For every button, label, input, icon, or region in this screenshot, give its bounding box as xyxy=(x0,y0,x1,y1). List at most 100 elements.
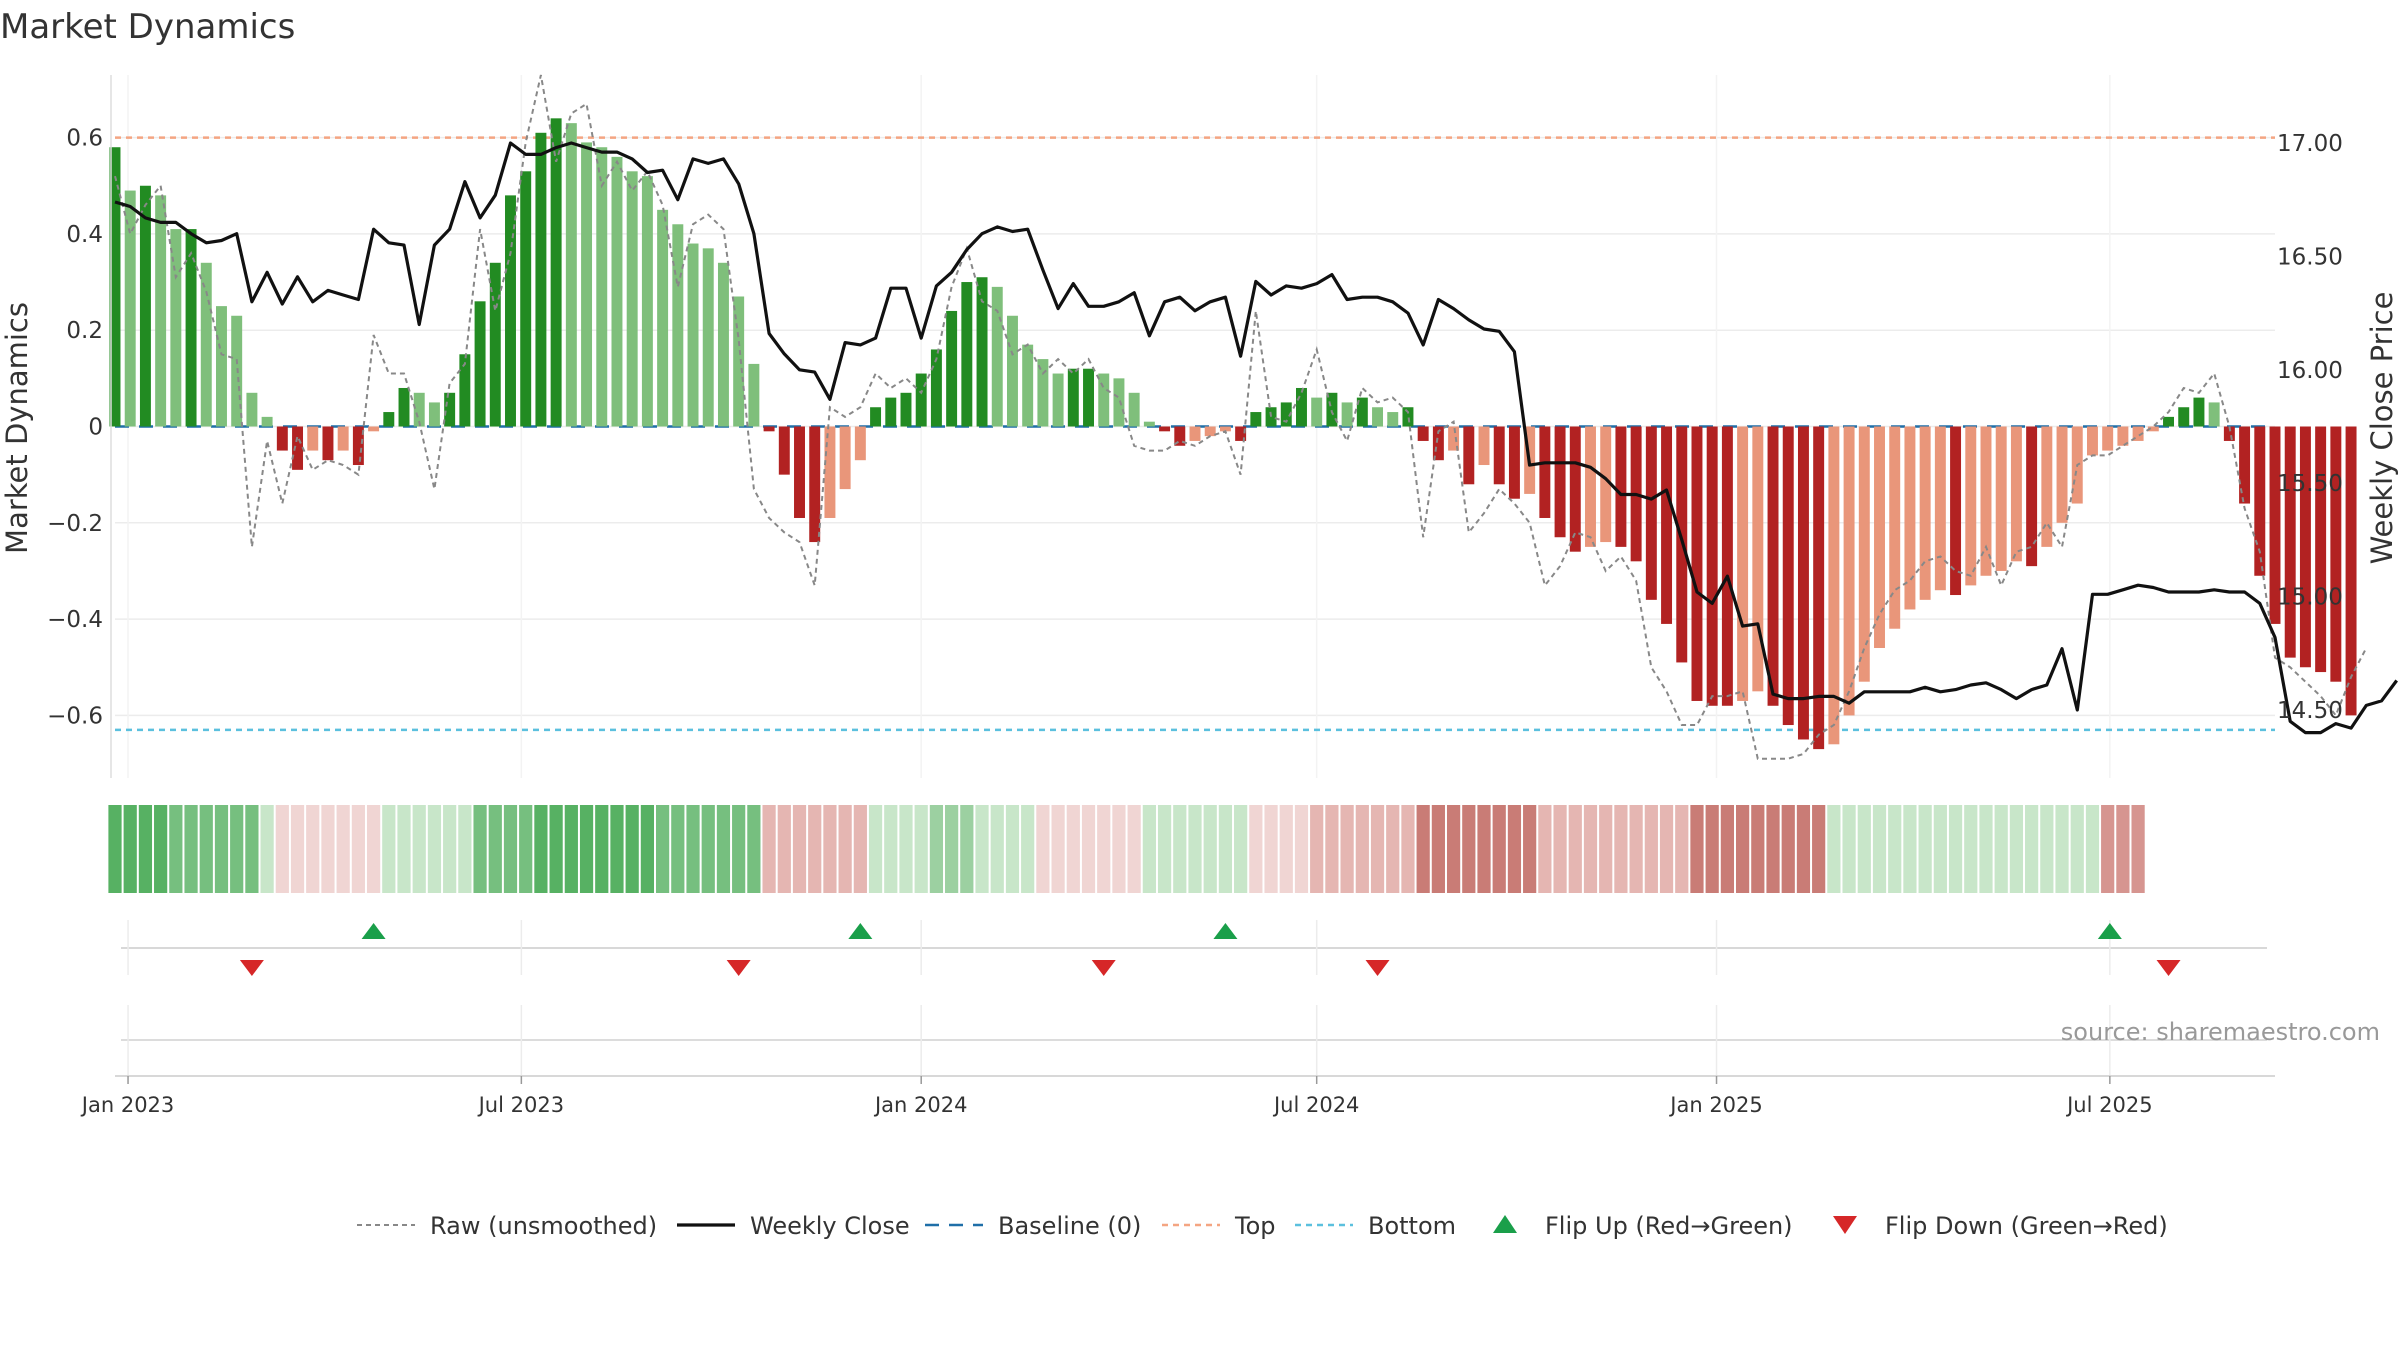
x-tick-label: Jul 2024 xyxy=(1272,1093,1359,1117)
close-line xyxy=(114,141,2398,735)
y-tick-label: −0.4 xyxy=(47,607,103,633)
dynamics-bar xyxy=(200,262,212,427)
band-cell xyxy=(138,805,153,893)
band-cell xyxy=(519,805,533,893)
band-cell xyxy=(1857,805,1871,893)
dynamics-bar xyxy=(1828,426,1840,745)
band-cell xyxy=(154,805,168,893)
band-cell xyxy=(1553,805,1567,893)
dynamics-bar xyxy=(870,407,882,427)
band-cell xyxy=(1583,805,1598,893)
dynamics-bar xyxy=(2269,426,2281,624)
dynamics-bar xyxy=(352,426,364,466)
band-cell xyxy=(1918,805,1932,893)
dynamics-bar xyxy=(307,426,319,451)
band-cell xyxy=(412,805,426,893)
band-cell xyxy=(914,805,928,893)
dynamics-bar xyxy=(505,195,516,427)
band-cell xyxy=(1766,805,1780,893)
flip-markers xyxy=(121,920,2267,976)
band-cell xyxy=(184,805,198,893)
band-cell xyxy=(960,805,974,893)
dynamics-bar xyxy=(322,426,334,461)
band-cell xyxy=(199,805,213,893)
dynamics-bar xyxy=(1721,426,1733,706)
band-cell xyxy=(2009,805,2024,893)
y2-tick-label: 16.50 xyxy=(2277,244,2343,270)
dynamics-bar xyxy=(139,185,151,427)
band-cell xyxy=(275,805,289,893)
band-cell xyxy=(290,805,305,893)
dynamics-bar xyxy=(1448,426,1460,451)
dynamics-bar xyxy=(2330,426,2342,682)
legend-label: Top xyxy=(1234,1212,1276,1240)
dynamics-bar xyxy=(2163,416,2174,427)
band-cell xyxy=(382,805,396,893)
flip-down-marker xyxy=(726,960,751,976)
dynamics-bar xyxy=(1037,359,1049,427)
x-axis: Jan 2023 Jul 2023 Jan 2024 Jul 2024 Jan 2025… xyxy=(80,1075,2275,1117)
flip-down-marker xyxy=(1365,960,1390,976)
y-axis-label: Market Dynamics xyxy=(0,302,34,554)
band-cell xyxy=(1157,805,1172,893)
chart-title: Market Dynamics xyxy=(0,7,295,47)
dynamics-bar xyxy=(1889,426,1901,629)
band-cell xyxy=(214,805,229,893)
dynamics-bar xyxy=(900,392,912,427)
band-cell xyxy=(625,805,639,893)
band-cell xyxy=(1736,805,1750,893)
dynamics-bar xyxy=(1311,397,1323,427)
dynamics-bar xyxy=(1995,426,2007,571)
band-cell xyxy=(899,805,913,893)
band-cell xyxy=(108,805,122,893)
band-cell xyxy=(2116,805,2130,893)
band-cell xyxy=(1720,805,1734,893)
dynamics-bar xyxy=(809,426,821,543)
secondary-panel xyxy=(121,1005,2267,1075)
band-cell xyxy=(975,805,989,893)
dynamics-bar xyxy=(1980,426,1992,576)
band-cell xyxy=(671,805,685,893)
band-cell xyxy=(1538,805,1552,893)
dynamics-bar xyxy=(1934,426,1946,591)
band-cell xyxy=(990,805,1004,893)
x-tick-label: Jan 2024 xyxy=(873,1093,968,1117)
dynamics-bar xyxy=(717,262,729,427)
dynamics-bar xyxy=(641,176,653,427)
band-cell xyxy=(1340,805,1354,893)
x-tick-label: Jan 2023 xyxy=(80,1093,175,1117)
band-cell xyxy=(1218,805,1233,893)
band-cell xyxy=(1127,805,1141,893)
x-tick-label: Jan 2025 xyxy=(1668,1093,1763,1117)
band-cell xyxy=(884,805,898,893)
band-cell xyxy=(306,805,320,893)
dynamics-bar xyxy=(946,310,958,427)
band-cell xyxy=(686,805,700,893)
band-cell xyxy=(1523,805,1537,893)
y2-axis-label: Weekly Close Price xyxy=(2365,292,2399,565)
band-cell xyxy=(443,805,457,893)
dynamics-bar xyxy=(930,349,942,427)
dynamics-bar xyxy=(2193,397,2205,427)
band-cell xyxy=(838,805,852,893)
dynamics-bar xyxy=(2315,426,2327,673)
y2-tick-label: 15.00 xyxy=(2277,585,2343,611)
dynamics-bar xyxy=(1067,368,1079,427)
dynamics-bar xyxy=(109,147,121,427)
band-cell xyxy=(351,805,365,893)
band-cell xyxy=(366,805,381,893)
dynamics-bars xyxy=(109,118,2357,750)
band-cell xyxy=(1021,805,1035,893)
band-cell xyxy=(1294,805,1309,893)
dynamics-bar xyxy=(1265,407,1277,427)
dynamics-bar xyxy=(2223,426,2235,441)
band-cell xyxy=(1507,805,1522,893)
dynamics-bar xyxy=(474,301,486,427)
band-cell xyxy=(1812,805,1826,893)
dynamics-bar xyxy=(748,363,760,427)
dynamics-bar xyxy=(596,147,608,427)
band-cell xyxy=(2040,805,2054,893)
dynamics-bar xyxy=(1904,426,1916,610)
band-cell xyxy=(1659,805,1674,893)
